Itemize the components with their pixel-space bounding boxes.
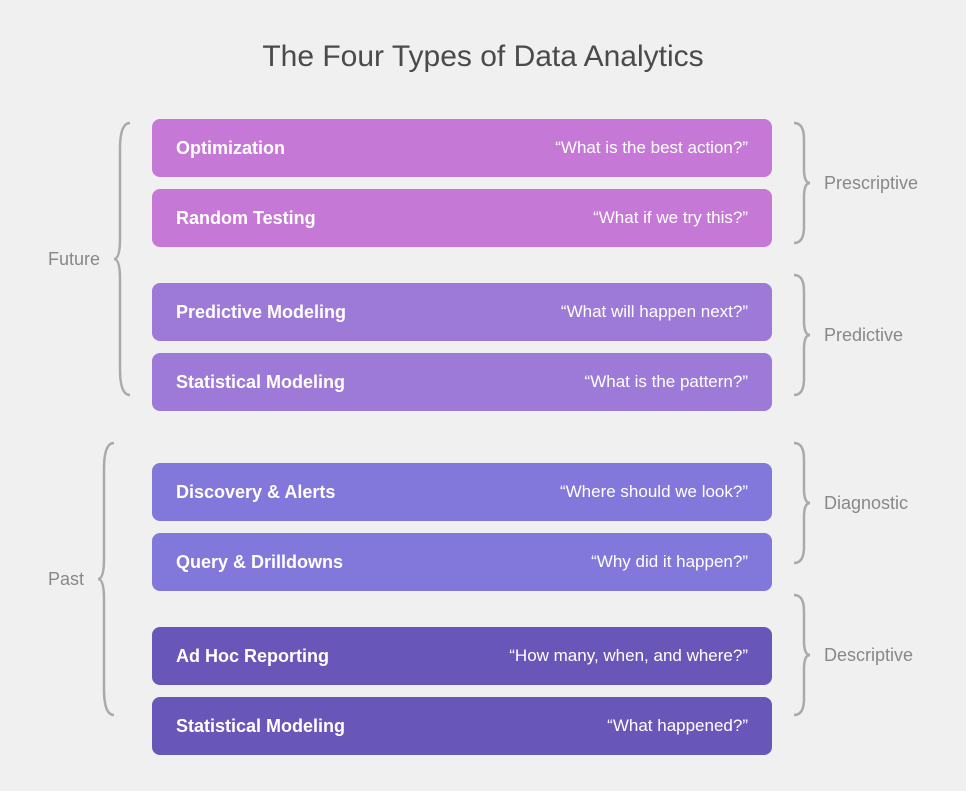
category-label: Diagnostic <box>812 493 908 514</box>
row-question: “How many, when, and where?” <box>509 646 748 666</box>
analytics-row: Discovery & Alerts “Where should we look… <box>152 463 772 521</box>
right-brace-icon <box>792 119 812 247</box>
analytics-row: Statistical Modeling “What happened?” <box>152 697 772 755</box>
right-brace-icon <box>792 271 812 399</box>
time-label-past: Past <box>48 569 96 590</box>
row-question: “What happened?” <box>607 716 748 736</box>
analytics-row: Ad Hoc Reporting “How many, when, and wh… <box>152 627 772 685</box>
row-question: “What is the best action?” <box>555 138 748 158</box>
analytics-row: Statistical Modeling “What is the patter… <box>152 353 772 411</box>
row-question: “Where should we look?” <box>560 482 748 502</box>
category-label: Prescriptive <box>812 173 918 194</box>
category-group-descriptive: Descriptive <box>792 591 918 719</box>
right-brace-icon <box>792 439 812 567</box>
row-name: Statistical Modeling <box>176 716 345 737</box>
category-group-prescriptive: Prescriptive <box>792 119 918 247</box>
category-label: Predictive <box>812 325 903 346</box>
right-brace-icon <box>792 591 812 719</box>
row-question: “What will happen next?” <box>561 302 748 322</box>
left-brace-icon <box>112 119 132 399</box>
row-name: Optimization <box>176 138 285 159</box>
row-name: Discovery & Alerts <box>176 482 335 503</box>
analytics-row: Optimization “What is the best action?” <box>152 119 772 177</box>
infographic-container: The Four Types of Data Analytics Future … <box>0 0 966 791</box>
row-question: “What if we try this?” <box>593 208 748 228</box>
right-labels-column: Prescriptive Predictive Diagnostic <box>792 119 918 755</box>
row-name: Ad Hoc Reporting <box>176 646 329 667</box>
main-layout: Future Past Optimization “What is the be… <box>0 119 966 755</box>
rows-column: Optimization “What is the best action?” … <box>152 119 772 755</box>
row-name: Predictive Modeling <box>176 302 346 323</box>
analytics-row: Query & Drilldowns “Why did it happen?” <box>152 533 772 591</box>
analytics-row: Random Testing “What if we try this?” <box>152 189 772 247</box>
category-group-predictive: Predictive <box>792 271 918 399</box>
left-labels-column: Future Past <box>48 119 132 755</box>
infographic-title: The Four Types of Data Analytics <box>0 40 966 74</box>
row-name: Query & Drilldowns <box>176 552 343 573</box>
time-group-future: Future <box>48 119 132 399</box>
row-name: Statistical Modeling <box>176 372 345 393</box>
category-group-diagnostic: Diagnostic <box>792 439 918 567</box>
row-name: Random Testing <box>176 208 316 229</box>
analytics-row: Predictive Modeling “What will happen ne… <box>152 283 772 341</box>
row-question: “What is the pattern?” <box>585 372 748 392</box>
row-question: “Why did it happen?” <box>591 552 748 572</box>
left-brace-icon <box>96 439 116 719</box>
time-label-future: Future <box>48 249 112 270</box>
time-group-past: Past <box>48 439 132 719</box>
category-label: Descriptive <box>812 645 913 666</box>
